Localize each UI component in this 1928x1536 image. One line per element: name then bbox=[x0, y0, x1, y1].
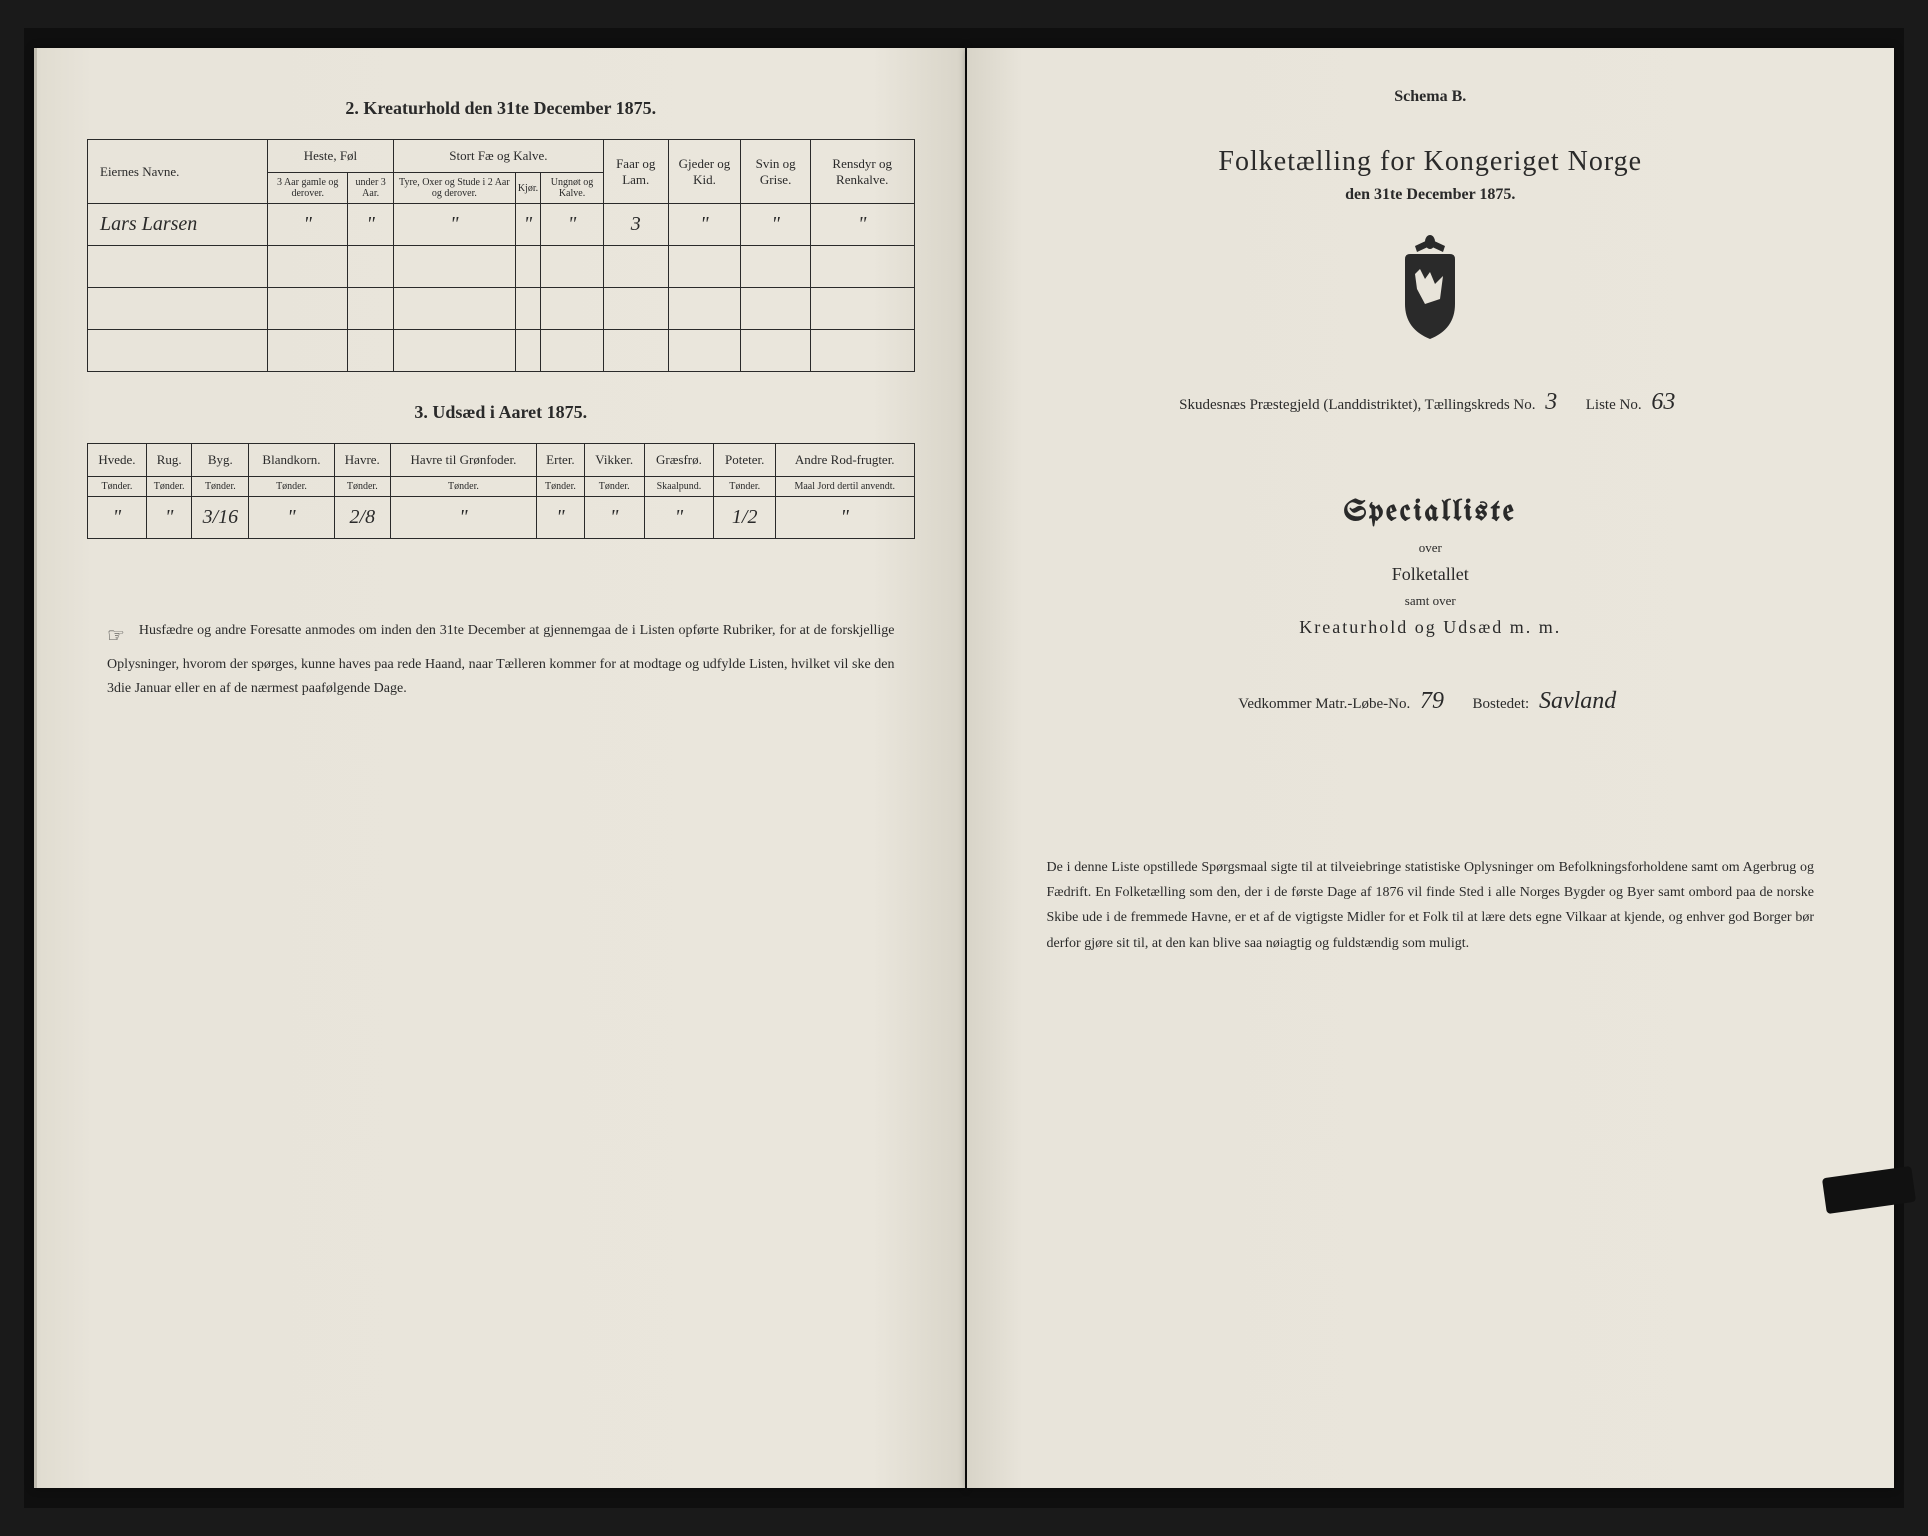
physical-clip bbox=[1822, 1166, 1916, 1214]
cell: " bbox=[268, 204, 348, 246]
samt-label: samt over bbox=[1017, 593, 1845, 609]
folketallet-label: Folketallet bbox=[1017, 564, 1845, 585]
table-row bbox=[88, 246, 915, 288]
cell: 3/16 bbox=[192, 497, 249, 539]
th-faar: Faar og Lam. bbox=[603, 140, 668, 204]
cell: " bbox=[775, 497, 914, 539]
th-unit: Tønder. bbox=[146, 477, 192, 497]
th-svin: Svin og Grise. bbox=[741, 140, 811, 204]
cell: " bbox=[537, 497, 585, 539]
th-stort: Stort Fæ og Kalve. bbox=[393, 140, 603, 173]
schema-label: Schema B. bbox=[1017, 88, 1845, 106]
th-poteter: Poteter. bbox=[714, 444, 776, 477]
th-andre: Andre Rod-frugter. bbox=[775, 444, 914, 477]
th-stort3: Ungnøt og Kalve. bbox=[541, 173, 604, 204]
th-stort2: Kjør. bbox=[515, 173, 540, 204]
section3-title: 3. Udsæd i Aaret 1875. bbox=[87, 402, 915, 423]
liste-label: Liste No. bbox=[1586, 397, 1642, 413]
cell: " bbox=[810, 204, 914, 246]
table-row bbox=[88, 288, 915, 330]
th-unit: Tønder. bbox=[537, 477, 585, 497]
th-unit: Tønder. bbox=[192, 477, 249, 497]
th-vikker: Vikker. bbox=[584, 444, 644, 477]
matr-label: Vedkommer Matr.-Løbe-No. bbox=[1238, 696, 1410, 712]
th-stort1: Tyre, Oxer og Stude i 2 Aar og derover. bbox=[393, 173, 515, 204]
cell: 3 bbox=[603, 204, 668, 246]
th-heste1: 3 Aar gamle og derover. bbox=[268, 173, 348, 204]
th-gjeder: Gjeder og Kid. bbox=[668, 140, 741, 204]
th-unit: Tønder. bbox=[584, 477, 644, 497]
th-unit: Tønder. bbox=[334, 477, 390, 497]
cell: " bbox=[348, 204, 394, 246]
cell: " bbox=[644, 497, 714, 539]
th-byg: Byg. bbox=[192, 444, 249, 477]
th-havre: Havre. bbox=[334, 444, 390, 477]
th-rensdyr: Rensdyr og Renkalve. bbox=[810, 140, 914, 204]
th-rug: Rug. bbox=[146, 444, 192, 477]
over-label: over bbox=[1017, 540, 1845, 556]
left-footnote: ☞ Husfædre og andre Foresatte anmodes om… bbox=[87, 619, 915, 701]
left-page: 2. Kreaturhold den 31te December 1875. E… bbox=[34, 48, 965, 1488]
cell: " bbox=[541, 204, 604, 246]
right-footnote: De i denne Liste opstillede Spørgsmaal s… bbox=[1017, 855, 1845, 956]
liste-no: 63 bbox=[1645, 389, 1681, 415]
th-heste2: under 3 Aar. bbox=[348, 173, 394, 204]
section2-title: 2. Kreaturhold den 31te December 1875. bbox=[87, 98, 915, 119]
kreatur-label: Kreaturhold og Udsæd m. m. bbox=[1017, 617, 1845, 638]
cell: " bbox=[390, 497, 536, 539]
cell: " bbox=[249, 497, 335, 539]
cell-name: Lars Larsen bbox=[88, 204, 268, 246]
cell: 1/2 bbox=[714, 497, 776, 539]
right-page: Schema B. Folketælling for Kongeriget No… bbox=[967, 48, 1895, 1488]
census-date: den 31te December 1875. bbox=[1017, 186, 1845, 204]
seed-table: Hvede. Rug. Byg. Blandkorn. Havre. Havre… bbox=[87, 443, 915, 539]
cell: " bbox=[741, 204, 811, 246]
specialliste-title: Specialliste bbox=[1017, 496, 1845, 528]
th-graes: Græsfrø. bbox=[644, 444, 714, 477]
th-unit: Tønder. bbox=[390, 477, 536, 497]
district-no: 3 bbox=[1539, 389, 1563, 415]
census-title: Folketælling for Kongeriget Norge bbox=[1017, 146, 1845, 178]
matr-line: Vedkommer Matr.-Løbe-No. 79 Bostedet: Sa… bbox=[1017, 688, 1845, 715]
cell: " bbox=[146, 497, 192, 539]
livestock-table: Eiernes Navne. Heste, Føl Stort Fæ og Ka… bbox=[87, 139, 915, 372]
pointing-hand-icon: ☞ bbox=[107, 619, 125, 653]
th-bland: Blandkorn. bbox=[249, 444, 335, 477]
th-havregron: Havre til Grønfoder. bbox=[390, 444, 536, 477]
cell: " bbox=[88, 497, 147, 539]
th-heste: Heste, Føl bbox=[268, 140, 394, 173]
th-unit: Maal Jord dertil anvendt. bbox=[775, 477, 914, 497]
th-hvede: Hvede. bbox=[88, 444, 147, 477]
bosted-value: Savland bbox=[1533, 688, 1622, 714]
table-row: " " 3/16 " 2/8 " " " " 1/2 " bbox=[88, 497, 915, 539]
district-prefix: Skudesnæs Præstegjeld (Landdistriktet), … bbox=[1179, 397, 1535, 413]
footnote-text: Husfædre og andre Foresatte anmodes om i… bbox=[107, 623, 895, 696]
bosted-label: Bostedet: bbox=[1473, 696, 1530, 712]
th-erter: Erter. bbox=[537, 444, 585, 477]
district-line: Skudesnæs Præstegjeld (Landdistriktet), … bbox=[1017, 389, 1845, 416]
cell: " bbox=[393, 204, 515, 246]
cell: 2/8 bbox=[334, 497, 390, 539]
th-name: Eiernes Navne. bbox=[88, 140, 268, 204]
matr-no: 79 bbox=[1414, 688, 1450, 714]
table-row bbox=[88, 330, 915, 372]
th-unit: Tønder. bbox=[714, 477, 776, 497]
th-unit: Tønder. bbox=[249, 477, 335, 497]
cell: " bbox=[584, 497, 644, 539]
cell: " bbox=[515, 204, 540, 246]
coat-of-arms-icon bbox=[1017, 234, 1845, 349]
th-unit: Skaalpund. bbox=[644, 477, 714, 497]
cell: " bbox=[668, 204, 741, 246]
th-unit: Tønder. bbox=[88, 477, 147, 497]
book-spread: 2. Kreaturhold den 31te December 1875. E… bbox=[24, 28, 1904, 1508]
table-row: Lars Larsen " " " " " 3 " " " bbox=[88, 204, 915, 246]
